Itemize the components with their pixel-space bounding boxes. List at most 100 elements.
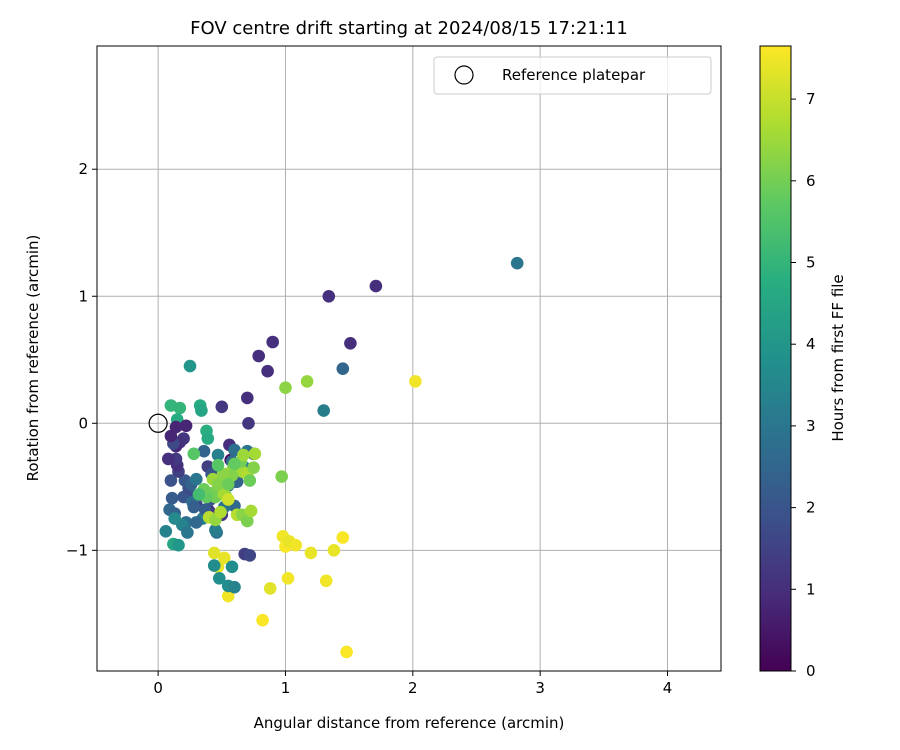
data-point [256, 613, 269, 627]
x-tick-label: 2 [408, 679, 418, 697]
data-point [168, 512, 181, 525]
y-axis-label: Rotation from reference (arcmin) [24, 235, 42, 482]
y-tick-label: 0 [78, 414, 88, 432]
data-point [252, 349, 265, 363]
data-point [211, 478, 225, 491]
x-tick-label: 0 [153, 679, 163, 697]
data-point [369, 279, 383, 293]
data-point [304, 546, 318, 560]
data-point [213, 572, 226, 585]
y-tick-label: −1 [66, 541, 88, 559]
data-point [207, 559, 221, 572]
data-point [510, 256, 524, 270]
y-tick-label: 2 [78, 160, 88, 178]
colorbar-tick-label: 3 [806, 417, 816, 435]
data-point [266, 335, 280, 349]
colorbar-label: Hours from first FF file [829, 274, 847, 441]
y-axis-ticks: −1 0 1 2 [66, 160, 97, 559]
data-point [221, 589, 235, 603]
data-point [173, 401, 187, 415]
colorbar-gradient [759, 45, 792, 672]
data-point [319, 574, 333, 588]
colorbar-tick-label: 5 [806, 254, 816, 272]
data-point [228, 580, 241, 594]
colorbar-tick-label: 2 [806, 499, 816, 517]
data-point [336, 531, 350, 544]
data-point [211, 458, 225, 472]
colorbar-ticks: 0 1 2 3 4 5 6 7 [791, 90, 816, 680]
colorbar-tick-label: 7 [806, 90, 816, 108]
data-point [340, 645, 353, 659]
legend-box [433, 56, 712, 95]
data-point [201, 432, 215, 445]
data-point [344, 337, 357, 350]
data-point [261, 364, 274, 378]
plot-frame [96, 45, 722, 672]
data-point [218, 551, 231, 565]
data-points [159, 256, 524, 659]
data-point [322, 290, 336, 303]
colorbar-tick-label: 6 [806, 172, 816, 190]
data-point [237, 448, 250, 462]
grid [97, 46, 721, 671]
data-point [336, 362, 350, 376]
chart-title: FOV centre drift starting at 2024/08/15 … [190, 18, 628, 39]
data-point [162, 452, 175, 466]
data-point [243, 474, 257, 487]
data-point [197, 444, 211, 458]
data-point [190, 516, 203, 529]
data-point [159, 525, 173, 538]
data-point [195, 404, 208, 417]
data-point [241, 391, 254, 405]
reference-marker [148, 413, 168, 433]
colorbar-tick-label: 0 [806, 662, 816, 680]
colorbar-tick-label: 4 [806, 335, 816, 353]
data-point [317, 404, 331, 417]
data-point [215, 400, 229, 414]
data-point [289, 538, 303, 552]
data-point [247, 461, 260, 475]
legend-label: Reference platepar [502, 66, 646, 84]
data-point [225, 560, 239, 574]
legend: Reference platepar [433, 56, 712, 95]
data-point [279, 381, 292, 395]
data-point [228, 457, 241, 471]
legend-marker-icon [454, 65, 474, 85]
data-point [263, 582, 277, 595]
data-point [244, 504, 258, 518]
data-point [275, 470, 289, 483]
colorbar: 0 1 2 3 4 5 6 7 Hours from first FF file [759, 45, 847, 680]
x-tick-label: 1 [281, 679, 291, 697]
data-point [209, 523, 222, 537]
data-point [187, 447, 201, 461]
data-point [183, 359, 197, 373]
data-point [243, 549, 257, 562]
data-point [214, 505, 227, 519]
data-point [192, 488, 206, 501]
x-tick-label: 4 [663, 679, 673, 697]
data-point [221, 478, 235, 491]
x-tick-label: 3 [535, 679, 545, 697]
data-point [165, 491, 179, 505]
reference-layer [148, 413, 168, 433]
data-point [190, 472, 203, 486]
data-point [327, 544, 341, 557]
data-point [164, 474, 178, 487]
data-point [409, 375, 422, 388]
x-axis-label: Angular distance from reference (arcmin) [254, 714, 565, 732]
data-point [300, 375, 314, 388]
data-point [241, 514, 254, 528]
x-axis-ticks: 0 1 2 3 4 [153, 671, 672, 697]
data-point [221, 493, 235, 506]
y-tick-label: 1 [78, 287, 88, 305]
data-point [242, 417, 255, 430]
data-point [211, 448, 225, 462]
data-point [187, 500, 201, 514]
data-point [164, 429, 178, 443]
data-point [181, 526, 194, 539]
data-point [179, 419, 193, 433]
data-point [207, 546, 221, 560]
data-point [248, 447, 262, 461]
data-point [281, 572, 295, 585]
